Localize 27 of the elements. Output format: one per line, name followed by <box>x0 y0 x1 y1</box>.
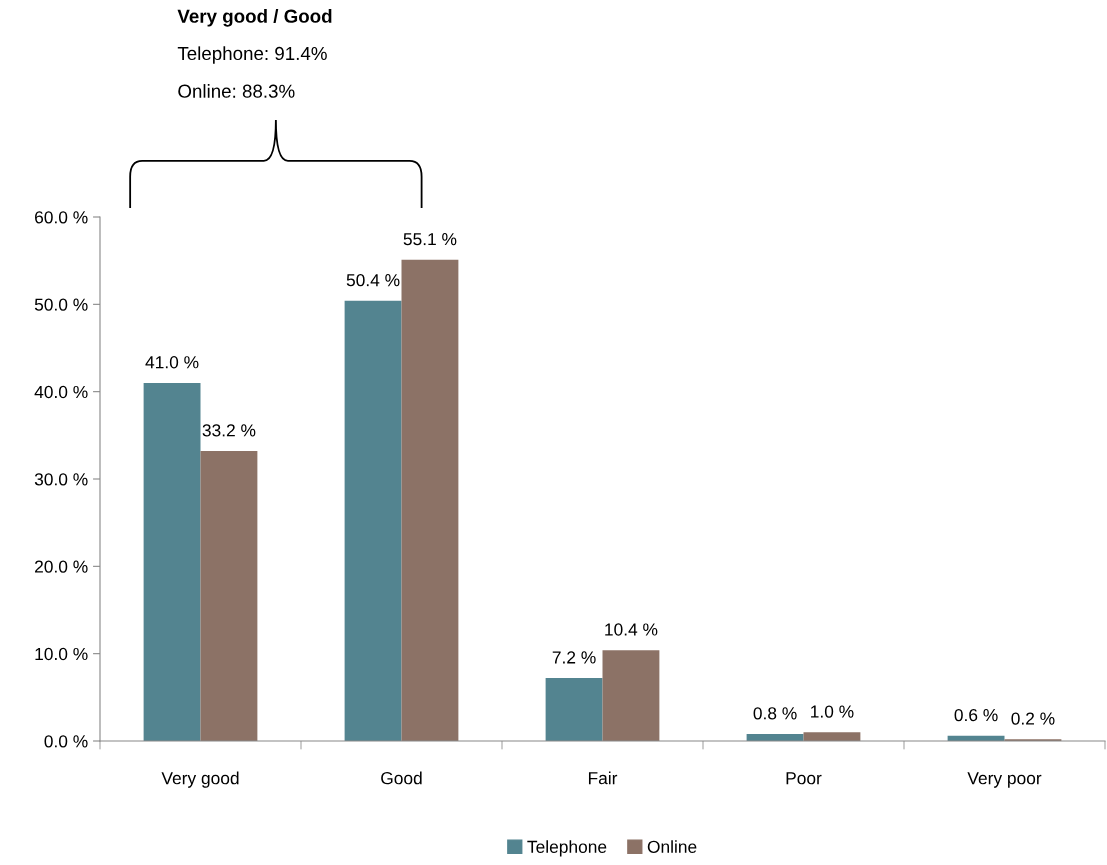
y-tick-label: 0.0 % <box>44 735 88 748</box>
y-tick-label: 30.0 % <box>34 473 88 486</box>
text: Very good / Good <box>177 9 332 27</box>
y-tick-label: 20.0 % <box>35 560 88 573</box>
y-tick-label: 10.0 % <box>35 647 88 661</box>
data-label: 55.1 % <box>403 233 457 246</box>
text: Telephone: 91.4% <box>177 46 327 64</box>
text: Online: 88.3% <box>178 84 295 98</box>
y-tick-label: 40.0 % <box>34 385 88 399</box>
legend-label: Telephone <box>527 840 607 857</box>
data-label: 50.4 % <box>346 274 400 287</box>
data-label: 1.0 % <box>811 705 854 718</box>
data-label: 0.8 % <box>753 707 797 720</box>
data-label: 41.0 % <box>145 356 199 369</box>
x-tick-label: Good <box>381 771 422 785</box>
legend-label: Online <box>647 840 697 853</box>
y-tick-label: 60.0 % <box>35 211 88 224</box>
data-label: 33.2 % <box>202 424 256 437</box>
data-label: 0.2 % <box>1011 712 1055 725</box>
data-label: 10.4 % <box>605 623 658 636</box>
data-label: 0.6 % <box>954 708 998 722</box>
x-tick-label: Poor <box>786 772 822 785</box>
x-tick-label: Fair <box>588 771 618 785</box>
x-tick-label: Very good <box>161 771 239 788</box>
y-tick-label: 50.0 % <box>34 298 88 311</box>
data-label: 7.2 % <box>552 651 596 664</box>
x-tick-label: Very poor <box>967 772 1042 788</box>
